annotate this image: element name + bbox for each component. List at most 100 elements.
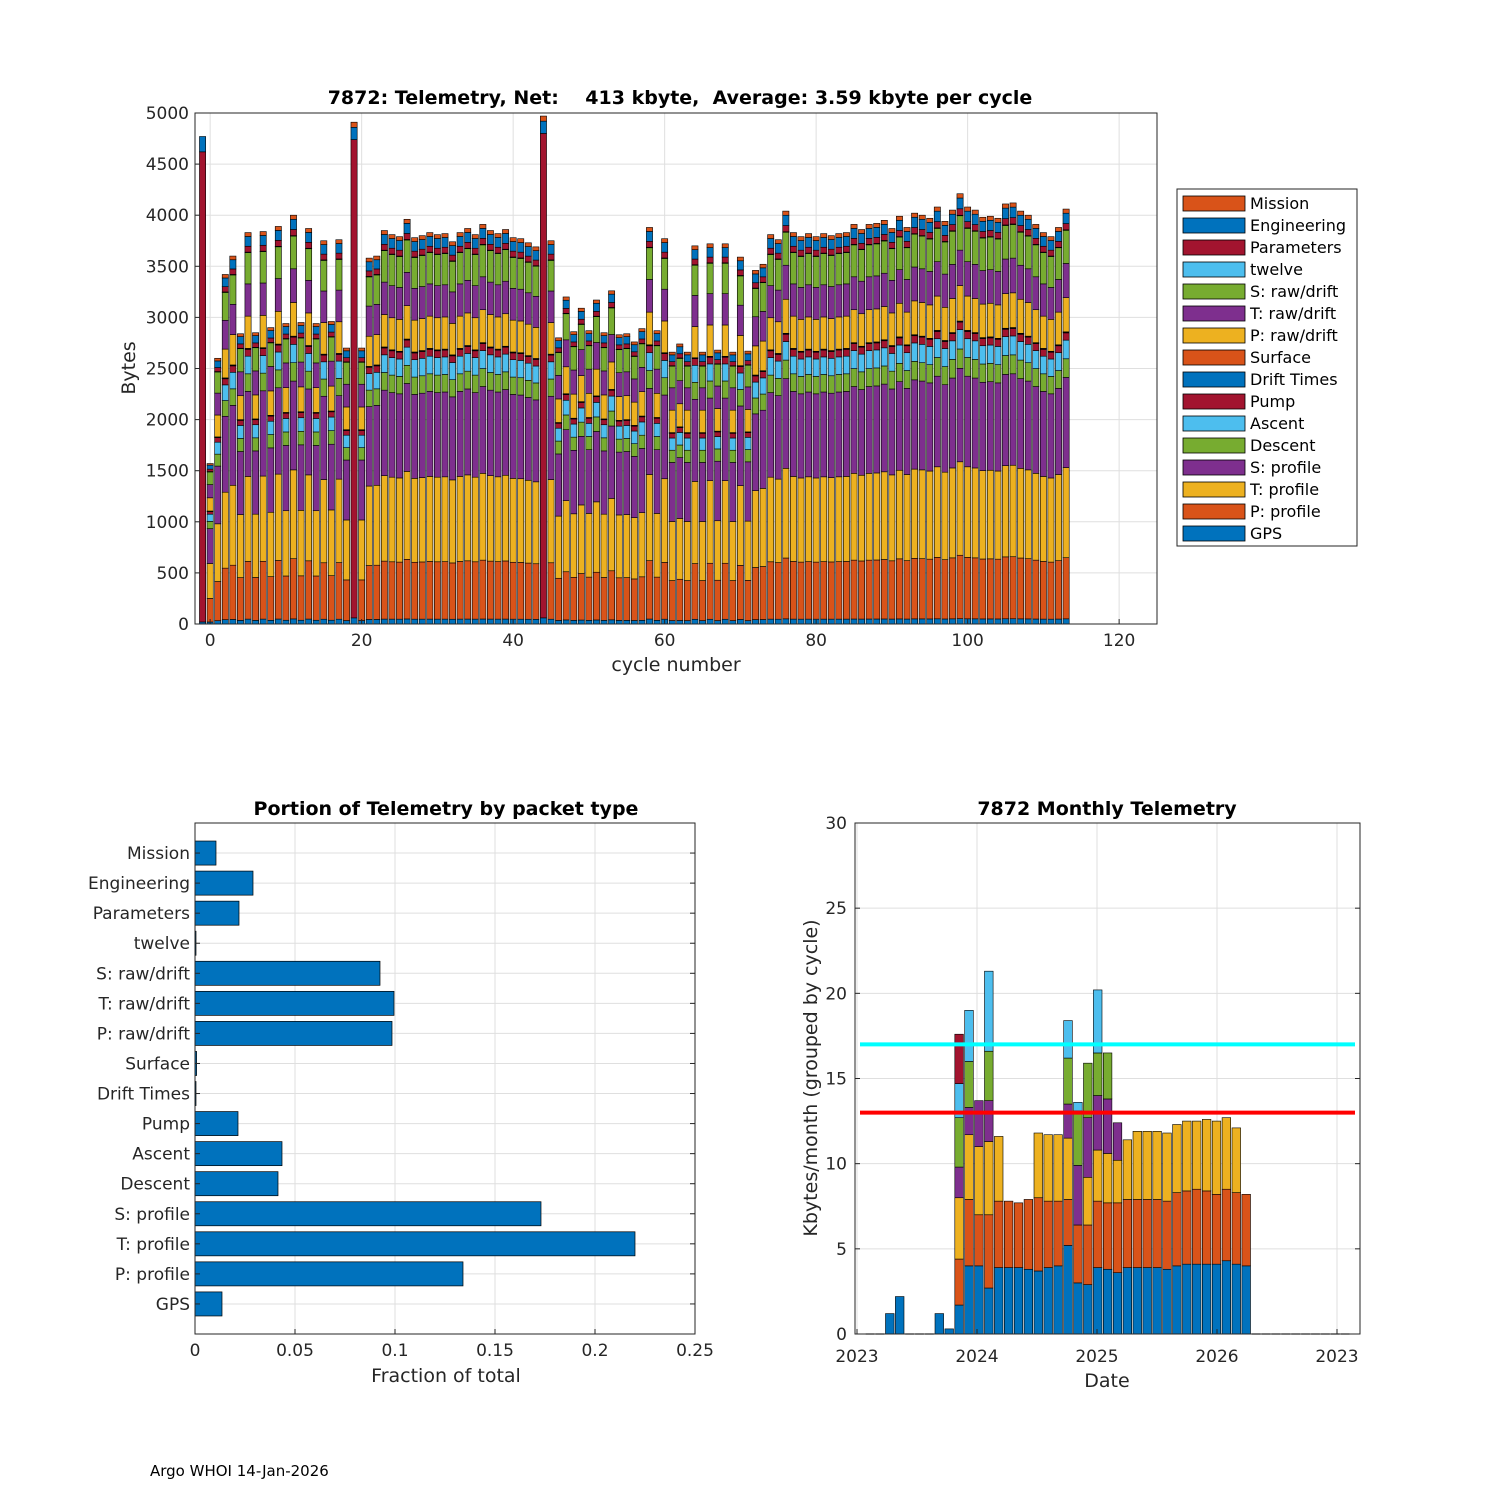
top-bar-segment xyxy=(199,151,206,623)
right-xtick-label: 2023 xyxy=(835,1347,878,1367)
top-bar-segment xyxy=(767,357,775,376)
top-bar-segment xyxy=(615,344,623,350)
top-bar-segment xyxy=(259,390,267,477)
top-bar-segment xyxy=(1002,225,1009,260)
top-bar-segment xyxy=(373,334,381,366)
top-bar-cycle xyxy=(668,351,676,625)
top-bar-segment xyxy=(396,477,403,563)
top-bar-cycle xyxy=(517,238,525,625)
top-bar-segment xyxy=(888,346,896,354)
top-bar-segment xyxy=(1002,374,1009,466)
top-bar-cycle xyxy=(403,218,411,625)
top-bar-segment xyxy=(979,345,987,365)
top-bar-segment xyxy=(911,379,919,470)
top-bar-segment xyxy=(971,209,979,215)
top-bar-segment xyxy=(403,339,411,348)
top-bar-segment xyxy=(1047,477,1055,563)
top-bar-segment xyxy=(1062,467,1070,558)
top-bar-segment xyxy=(555,515,562,579)
top-bar-segment xyxy=(290,336,297,345)
top-bar-segment xyxy=(759,267,767,278)
top-bar-segment xyxy=(986,618,994,625)
top-bar-segment xyxy=(865,343,873,351)
top-bar-segment xyxy=(608,302,616,308)
top-bar-segment xyxy=(986,337,994,346)
top-bar-segment xyxy=(290,218,297,230)
top-bar-segment xyxy=(668,437,676,451)
top-bar-segment xyxy=(471,374,479,393)
top-bar-segment xyxy=(714,620,722,625)
top-bar-segment xyxy=(577,619,585,625)
top-bar-segment xyxy=(926,217,934,223)
top-bar-segment xyxy=(396,561,403,620)
top-bar-segment xyxy=(736,565,744,620)
top-bar-segment xyxy=(858,371,865,390)
top-bar-segment xyxy=(752,282,759,289)
top-bar-cycle xyxy=(873,223,881,625)
top-bar-segment xyxy=(676,518,684,580)
top-bar-segment xyxy=(1062,377,1070,468)
top-bar-segment xyxy=(274,351,282,371)
top-bar-segment xyxy=(896,469,903,560)
right-bar-segment xyxy=(1231,1192,1241,1265)
top-bar-segment xyxy=(237,514,244,578)
top-bar-segment xyxy=(744,432,752,438)
top-bar-segment xyxy=(971,224,979,232)
top-bar-segment xyxy=(630,456,638,518)
top-bar-segment xyxy=(221,348,229,379)
top-bar-segment xyxy=(699,351,706,356)
top-bar-segment xyxy=(683,365,691,389)
top-bar-segment xyxy=(835,618,843,625)
top-bar-segment xyxy=(426,252,434,285)
top-bar-segment xyxy=(1032,559,1040,620)
top-bar-segment xyxy=(320,240,328,245)
top-bar-segment xyxy=(449,362,456,380)
top-bar-segment xyxy=(668,354,676,362)
top-bar-segment xyxy=(873,367,881,387)
top-bar-cycle xyxy=(327,321,335,625)
top-bar-cycle xyxy=(903,227,911,625)
right-bar-segment xyxy=(1103,1153,1113,1204)
top-bar-segment xyxy=(676,346,684,355)
top-bar-segment xyxy=(820,391,828,478)
top-bar-cycle xyxy=(388,234,396,625)
top-bar-segment xyxy=(668,365,676,389)
top-bar-segment xyxy=(729,620,737,625)
right-xtick-label: 2025 xyxy=(1075,1347,1118,1367)
top-bar-segment xyxy=(259,618,267,625)
top-bar-segment xyxy=(630,344,638,353)
top-bar-segment xyxy=(926,346,934,365)
top-bar-segment xyxy=(585,330,593,334)
top-bar-segment xyxy=(873,275,881,310)
top-bar-cycle xyxy=(1024,214,1032,625)
top-xtick-label: 20 xyxy=(351,631,373,651)
top-bar-segment xyxy=(646,560,653,620)
top-bar-segment xyxy=(532,250,540,261)
top-bar-cycle xyxy=(282,323,290,625)
top-bar-segment xyxy=(335,252,343,260)
top-bar-segment xyxy=(327,509,335,576)
top-bar-segment xyxy=(661,394,669,480)
right-bar-segment xyxy=(1013,1202,1024,1268)
right-bar-segment xyxy=(1211,1194,1222,1265)
right-bar-segment xyxy=(1202,1119,1212,1192)
top-bar-segment xyxy=(1032,343,1040,351)
top-bar-segment xyxy=(820,316,828,350)
top-bar-cycle xyxy=(774,239,782,625)
top-bar-segment xyxy=(585,436,593,450)
top-bar-segment xyxy=(487,475,494,562)
top-bar-segment xyxy=(312,323,320,327)
top-bar-segment xyxy=(327,321,335,325)
top-bar-segment xyxy=(297,430,305,446)
left-bar xyxy=(194,1111,239,1136)
top-bar-segment xyxy=(994,618,1002,625)
top-bar-segment xyxy=(358,519,366,581)
right-bar-month xyxy=(1073,1102,1083,1335)
top-bar-segment xyxy=(1047,561,1055,620)
top-bar-segment xyxy=(365,261,373,272)
top-bar-cycle xyxy=(290,214,297,625)
top-bar-segment xyxy=(494,253,502,286)
right-bar-segment xyxy=(1192,1188,1202,1265)
right-bar-segment xyxy=(1083,1062,1093,1118)
right-bar-month xyxy=(1182,1120,1192,1335)
